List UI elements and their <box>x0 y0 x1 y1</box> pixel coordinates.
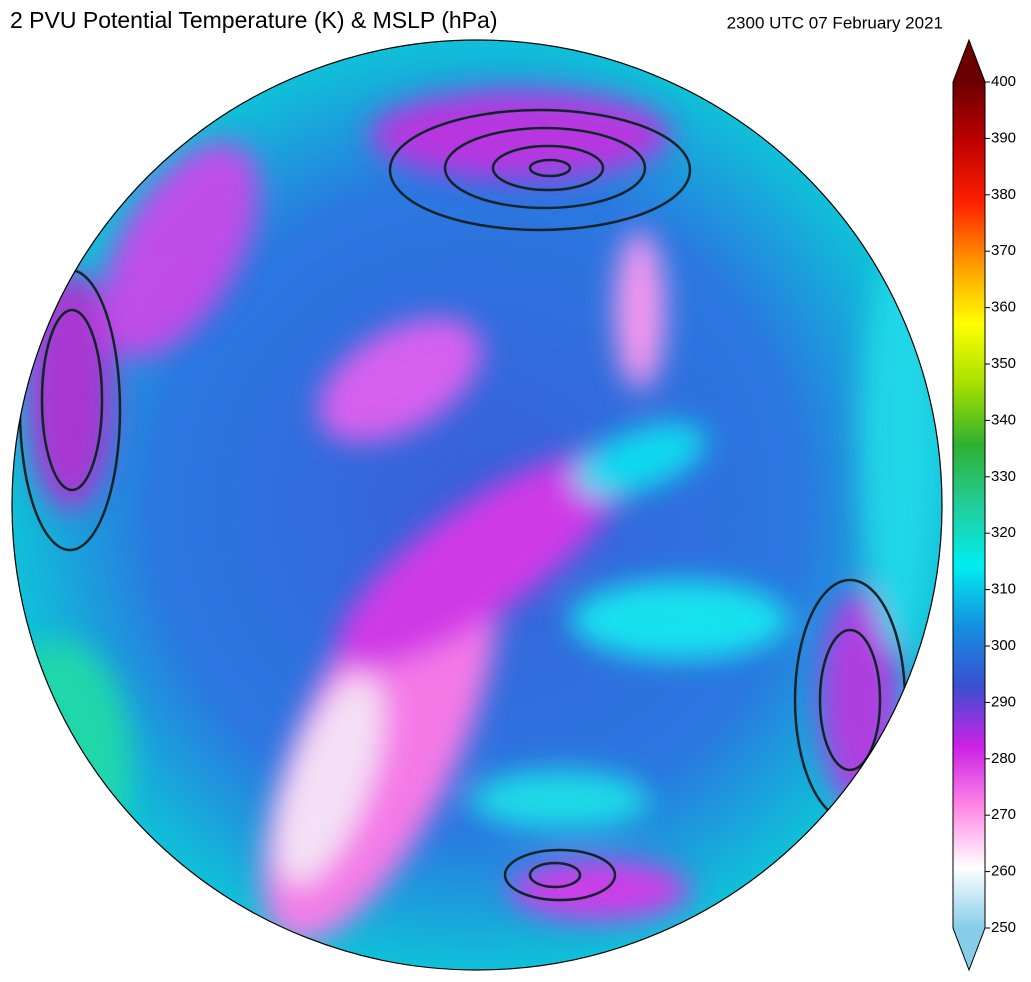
colorbar-tick-label: 370 <box>991 242 1016 259</box>
colorbar-tick-label: 380 <box>991 186 1016 203</box>
timestamp: 2300 UTC 07 February 2021 <box>727 13 943 32</box>
colorbar-tick-label: 400 <box>991 73 1016 90</box>
title: 2 PVU Potential Temperature (K) & MSLP (… <box>10 7 497 33</box>
colorbar-tick-label: 320 <box>991 524 1016 541</box>
colorbar-extend-max <box>953 40 985 82</box>
colorbar-tick-label: 350 <box>991 355 1016 372</box>
colorbar-tick-label: 290 <box>991 693 1016 710</box>
colorbar-tick-label: 280 <box>991 750 1016 767</box>
colorbar-tick-label: 300 <box>991 637 1016 654</box>
colorbar-fill <box>953 82 985 928</box>
colorbar-tick-label: 330 <box>991 468 1016 485</box>
colorbar-tick-label: 270 <box>991 806 1016 823</box>
colorbar: 250 260 270 280 290 300 310 320 330 340 350 360 370 3… <box>952 38 1016 972</box>
globe-outline <box>11 39 943 971</box>
colorbar-tick-label: 260 <box>991 863 1016 880</box>
colorbar-tick-label: 310 <box>991 581 1016 598</box>
colorbar-tick-label: 360 <box>991 299 1016 316</box>
colorbar-tick-label: 390 <box>991 129 1016 146</box>
colorbar-tick-label: 340 <box>991 411 1016 428</box>
colorbar-extend-min <box>953 928 985 970</box>
colorbar-tick-label: 250 <box>991 919 1016 936</box>
